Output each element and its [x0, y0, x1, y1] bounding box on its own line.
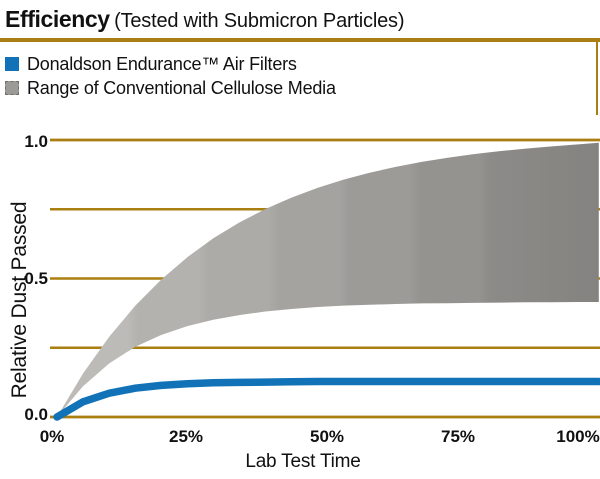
legend: Donaldson Endurance™ Air Filters Range o…: [5, 52, 336, 100]
legend-item-cellulose: Range of Conventional Cellulose Media: [5, 76, 336, 100]
y-tick-1-0: 1.0: [24, 132, 48, 151]
legend-item-endurance: Donaldson Endurance™ Air Filters: [5, 52, 336, 76]
legend-swatch-gray-icon: [5, 81, 19, 95]
x-tick-75: 75%: [440, 427, 476, 446]
x-tick-50: 50%: [309, 427, 345, 446]
title-rule-right-corner: [596, 42, 598, 115]
x-tick-0: 0%: [39, 427, 65, 446]
y-tick-0-5: 0.5: [24, 269, 48, 288]
chart-title: Efficiency (Tested with Submicron Partic…: [5, 6, 404, 33]
legend-swatch-blue-icon: [5, 57, 19, 71]
chart-title-subtitle: (Tested with Submicron Particles): [114, 10, 405, 32]
y-axis-title: Relative Dust Passed: [8, 201, 31, 399]
chart-title-main: Efficiency: [5, 6, 110, 32]
legend-label-endurance: Donaldson Endurance™ Air Filters: [27, 53, 297, 74]
x-axis-title: Lab Test Time: [245, 451, 361, 472]
y-tick-0-0: 0.0: [24, 405, 48, 424]
x-tick-100: 100%: [556, 427, 600, 446]
x-tick-25: 25%: [168, 427, 204, 446]
title-rule: [0, 38, 600, 42]
legend-label-cellulose: Range of Conventional Cellulose Media: [27, 77, 336, 98]
